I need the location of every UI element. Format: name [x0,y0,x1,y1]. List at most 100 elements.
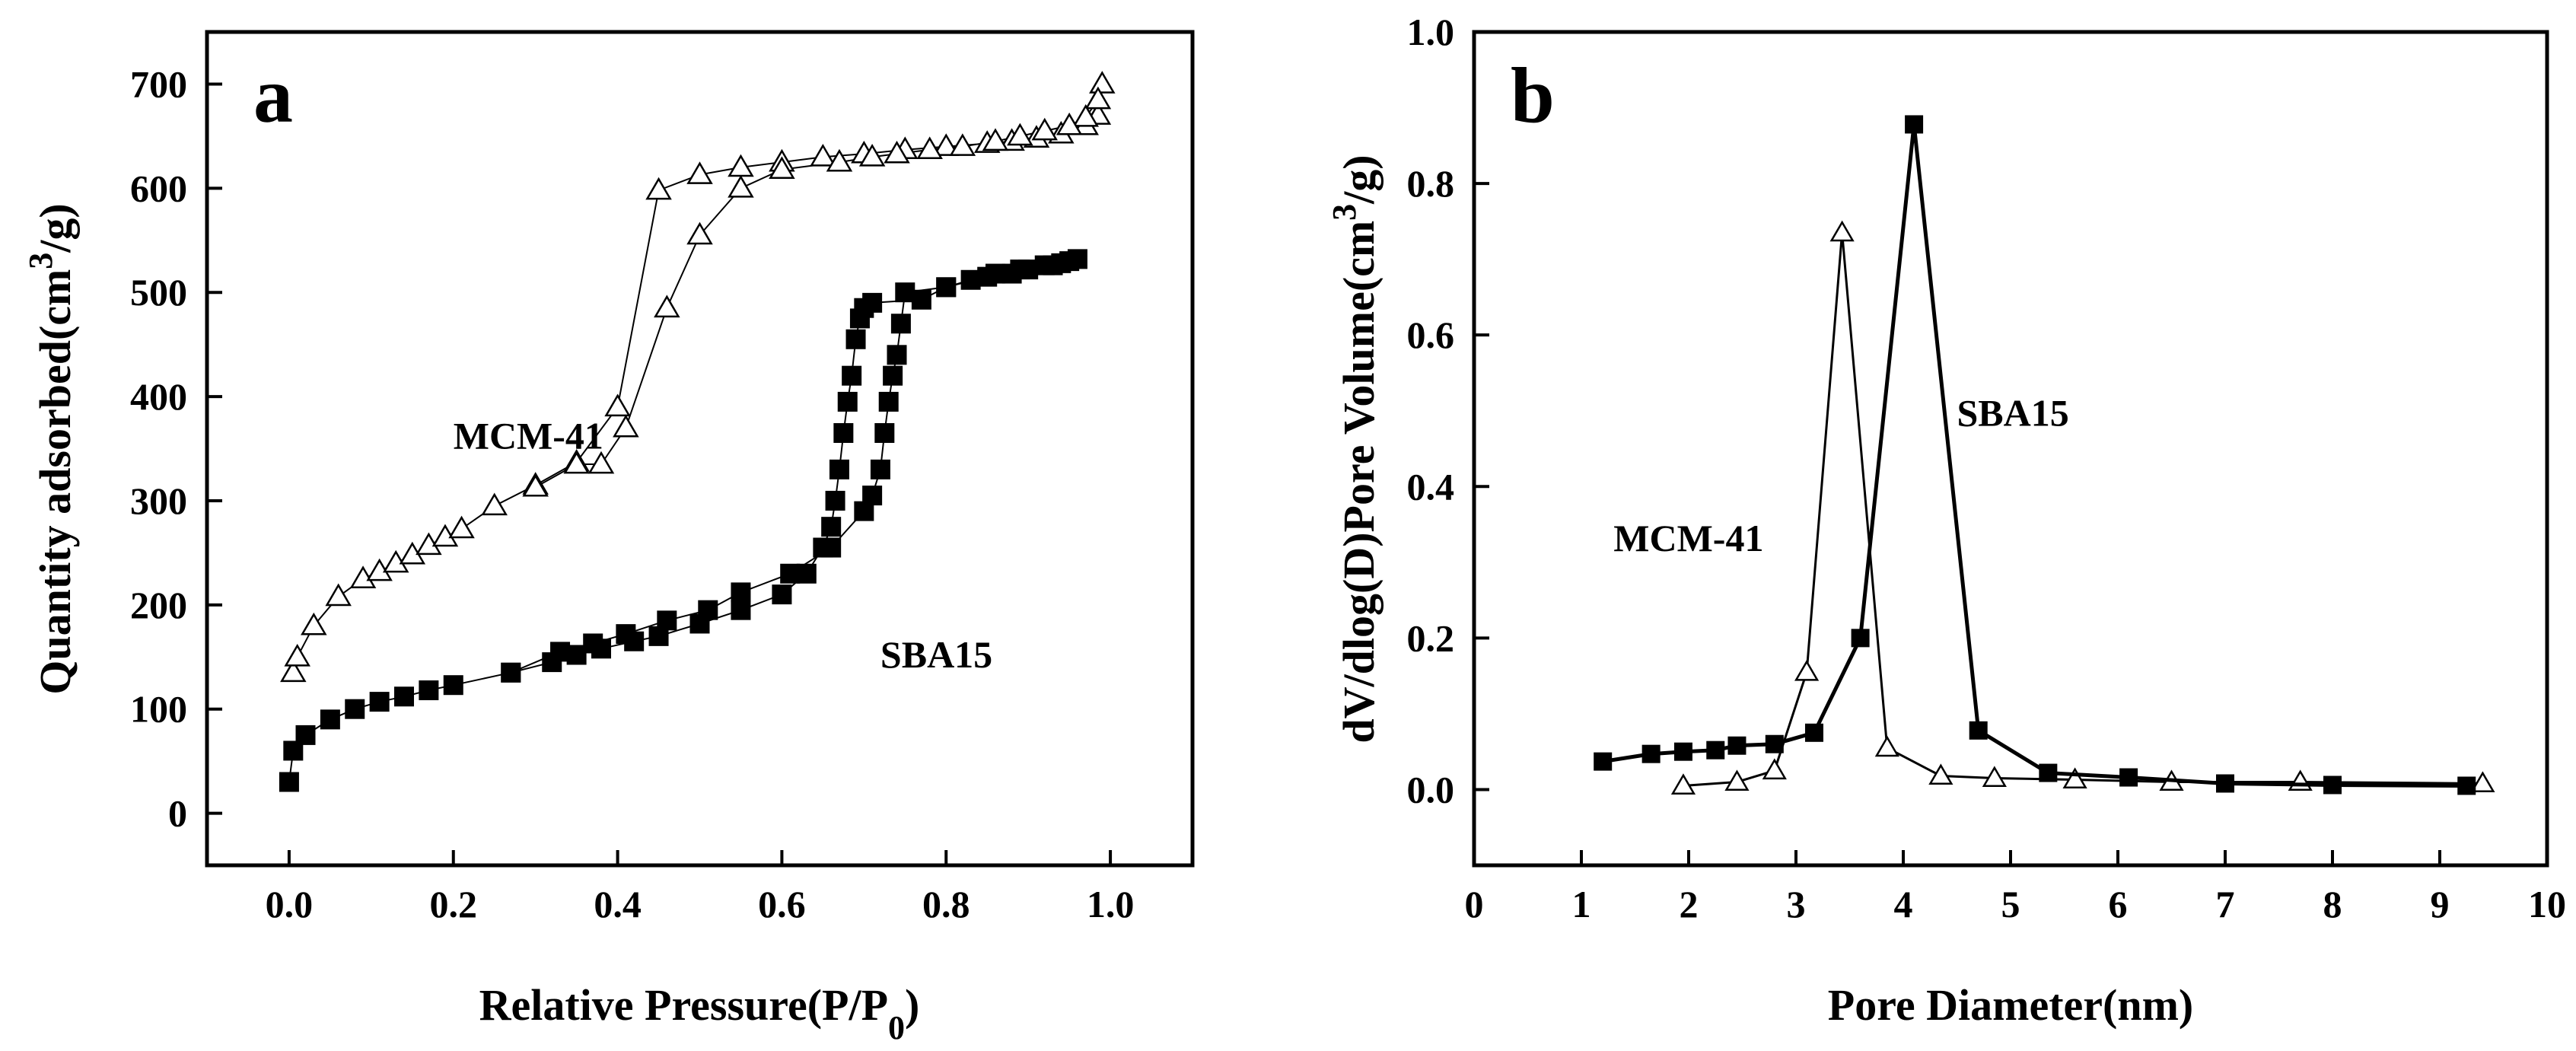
y-tick-label: 600 [130,167,187,209]
data-point-mcm-41 [686,221,713,245]
data-point-sba15 [772,584,792,605]
data-point-sba15 [895,282,915,303]
x-tick-label: 2 [1680,883,1699,925]
y-tick-label: 400 [130,375,187,418]
data-point-sba15 [2216,774,2234,793]
data-point-mcm-41 [481,492,508,516]
data-point-sba15 [295,725,316,745]
data-point-mcm-41 [1928,763,1953,785]
data-point-mcm-41 [1072,104,1099,127]
data-point-sba15 [369,692,390,712]
data-point-sba15 [419,680,439,701]
data-point-sba15 [731,582,751,603]
chart-a-frame [205,30,1195,868]
y-tick-label: 300 [130,479,187,522]
data-point-sba15 [2039,763,2058,782]
data-point-sba15 [936,277,957,298]
x-tick-label: 4 [1894,883,1913,925]
series-label-sba15: SBA15 [1957,392,2069,435]
data-point-sba15 [862,292,883,313]
data-point-mcm-41 [522,473,549,497]
data-point-mcm-41 [284,643,310,667]
data-point-mcm-41 [2062,767,2087,789]
data-point-sba15 [1727,736,1747,755]
data-point-mcm-41 [325,583,352,607]
data-point-mcm-41 [645,177,672,200]
chart-a-y-ticks: 0 100 200 300 400 500 600 700 [130,62,222,835]
data-point-sba15 [829,459,849,479]
x-tick-label: 1.0 [1087,883,1135,925]
x-tick-label: 8 [2323,883,2342,925]
x-tick-label: 0 [1465,883,1484,925]
data-point-sba15 [878,391,899,412]
data-point-mcm-41 [613,414,639,438]
chart-b-y-ticks: 0.0 0.2 0.4 0.6 0.8 1.0 [1407,11,1489,811]
data-point-sba15 [1969,721,1988,740]
chart-a-series: MCM-41 SBA15 [279,71,1116,792]
data-point-sba15 [731,600,751,620]
data-point-mcm-41 [932,133,960,156]
data-point-mcm-41 [604,393,631,417]
data-point-mcm-41 [563,451,590,474]
chart-b-x-axis-title: Pore Diameter(nm) [1828,980,2193,1030]
data-point-sba15 [1001,263,1022,284]
data-point-mcm-41 [654,295,680,318]
data-point-sba15 [320,709,340,730]
x-tick-label: 0.6 [758,883,806,925]
data-point-sba15 [657,610,677,631]
data-point-mcm-41 [686,161,713,184]
chart-b-panel-letter: b [1511,52,1555,139]
y-tick-label: 0 [168,792,187,835]
data-point-sba15 [2323,776,2342,795]
data-point-mcm-41 [826,148,853,172]
x-tick-label: 10 [2528,883,2566,925]
data-point-sba15 [977,266,998,287]
y-tick-label: 0.6 [1407,314,1455,356]
x-tick-label: 1 [1572,883,1591,925]
data-point-sba15 [698,600,718,620]
data-point-sba15 [825,490,845,511]
data-point-mcm-41 [1084,86,1112,110]
data-point-mcm-41 [769,156,795,180]
data-point-sba15 [443,675,463,696]
data-point-sba15 [890,314,911,334]
x-tick-label: 9 [2431,883,2450,925]
data-point-sba15 [1706,740,1725,760]
x-tick-label: 0.8 [922,883,970,925]
series-label-mcm-41: MCM-41 [454,415,603,457]
data-point-sba15 [279,772,299,792]
data-point-sba15 [501,662,521,683]
y-tick-label: 0.8 [1407,162,1455,205]
x-tick-label: 6 [2109,883,2128,925]
series-line-sba15 [1602,122,2467,788]
data-point-sba15 [1043,255,1063,275]
data-point-mcm-41 [1007,123,1033,146]
chart-a-x-axis-title: Relative Pressure(P/P0) [479,980,920,1046]
data-point-mcm-41 [810,143,836,167]
y-tick-label: 500 [130,271,187,314]
series-label-mcm-41: MCM-41 [1613,517,1763,559]
y-tick-label: 0.2 [1407,616,1455,659]
data-point-mcm-41 [1031,117,1059,141]
data-point-sba15 [550,642,571,662]
data-point-mcm-41 [1874,735,1899,757]
data-point-mcm-41 [1089,71,1116,94]
data-point-sba15 [1673,742,1692,761]
data-point-mcm-41 [1829,220,1855,242]
data-point-sba15 [616,624,636,645]
chart-a-panel-letter: a [253,52,293,139]
chart-b-y-axis-title: dV/dlog(D)Pore Volume(cm3/g) [1326,154,1384,743]
chart-a-y-axis-title: Quantity adsorbed(cm3/g) [22,203,81,695]
data-point-sba15 [345,699,365,719]
chart-b-x-ticks: 0 1 2 3 4 5 6 7 8 9 10 [1465,850,2566,925]
y-tick-label: 200 [130,584,187,626]
data-point-sba15 [583,633,603,654]
data-point-mcm-41 [2288,769,2313,791]
x-tick-label: 7 [2216,883,2235,925]
data-point-mcm-41 [280,659,307,683]
chart-b-frame [1472,30,2549,868]
data-point-mcm-41 [2470,771,2495,793]
data-point-sba15 [845,329,866,349]
data-point-mcm-41 [301,612,327,635]
